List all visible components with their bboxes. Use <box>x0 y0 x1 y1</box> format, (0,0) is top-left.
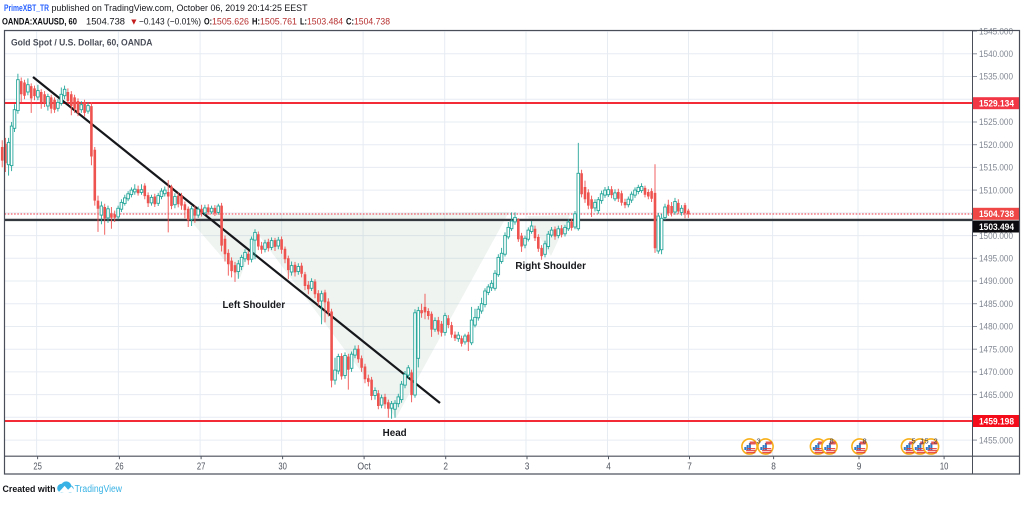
svg-text:30: 30 <box>278 462 287 473</box>
svg-text:1525.000: 1525.000 <box>979 117 1013 127</box>
svg-text:1505.761: 1505.761 <box>260 17 297 27</box>
svg-text:1503.484: 1503.484 <box>307 17 343 27</box>
svg-text:1535.000: 1535.000 <box>979 72 1013 82</box>
svg-text:3: 3 <box>525 462 530 473</box>
svg-text:9: 9 <box>857 462 862 473</box>
svg-text:27: 27 <box>197 462 206 473</box>
svg-text:1520.000: 1520.000 <box>979 140 1013 150</box>
svg-text:1485.000: 1485.000 <box>979 299 1013 309</box>
svg-text:8: 8 <box>863 437 867 446</box>
svg-text:1480.000: 1480.000 <box>979 322 1013 332</box>
svg-text:1504.738: 1504.738 <box>979 208 1014 219</box>
svg-text:1505.626: 1505.626 <box>212 17 249 27</box>
svg-text:Oct: Oct <box>357 462 371 473</box>
svg-text:1515.000: 1515.000 <box>979 163 1013 173</box>
svg-text:−0.143 (−0.01%): −0.143 (−0.01%) <box>139 17 201 27</box>
svg-text:1475.000: 1475.000 <box>979 344 1013 354</box>
svg-text:5: 5 <box>912 437 916 446</box>
svg-text:7: 7 <box>687 462 692 473</box>
svg-text:1504.738: 1504.738 <box>86 17 125 27</box>
svg-text:3: 3 <box>757 437 761 446</box>
svg-text:8: 8 <box>830 437 834 446</box>
svg-text:1465.000: 1465.000 <box>979 390 1013 400</box>
svg-text:1545.000: 1545.000 <box>979 26 1013 36</box>
svg-text:1503.494: 1503.494 <box>979 221 1015 232</box>
svg-text:1495.000: 1495.000 <box>979 254 1013 264</box>
svg-text:published on TradingView.com,: published on TradingView.com, October 06… <box>52 3 309 13</box>
svg-text:1470.000: 1470.000 <box>979 367 1013 377</box>
svg-text:15: 15 <box>920 437 928 446</box>
svg-text:4: 4 <box>606 462 611 473</box>
svg-text:TradingView: TradingView <box>75 484 123 495</box>
svg-text:C:: C: <box>346 17 354 27</box>
svg-text:1529.134: 1529.134 <box>979 98 1015 109</box>
svg-text:1504.738: 1504.738 <box>354 17 390 27</box>
svg-text:2: 2 <box>934 437 938 446</box>
svg-text:O:: O: <box>204 17 212 27</box>
svg-text:L:: L: <box>300 17 307 27</box>
svg-text:1459.198: 1459.198 <box>979 415 1014 426</box>
svg-text:OANDA:XAUUSD, 60: OANDA:XAUUSD, 60 <box>2 17 77 27</box>
svg-text:Gold Spot / U.S. Dollar, 60, O: Gold Spot / U.S. Dollar, 60, OANDA <box>11 38 153 48</box>
svg-text:1510.000: 1510.000 <box>979 185 1013 195</box>
svg-text:Head: Head <box>383 428 407 439</box>
svg-text:10: 10 <box>940 462 949 473</box>
svg-text:▼: ▼ <box>130 17 139 27</box>
svg-text:1490.000: 1490.000 <box>979 276 1013 286</box>
svg-text:2: 2 <box>443 462 448 473</box>
svg-text:1500.000: 1500.000 <box>979 231 1013 241</box>
svg-text:8: 8 <box>771 462 776 473</box>
svg-text:PrimeXBT_TR: PrimeXBT_TR <box>4 3 49 13</box>
svg-text:1455.000: 1455.000 <box>979 435 1013 445</box>
svg-text:25: 25 <box>33 462 42 473</box>
svg-text:Created with: Created with <box>3 484 56 495</box>
svg-text:26: 26 <box>115 462 124 473</box>
svg-text:H:: H: <box>252 17 260 27</box>
svg-text:Right Shoulder: Right Shoulder <box>515 261 586 272</box>
svg-text:1540.000: 1540.000 <box>979 49 1013 59</box>
svg-text:Left Shoulder: Left Shoulder <box>223 300 286 311</box>
